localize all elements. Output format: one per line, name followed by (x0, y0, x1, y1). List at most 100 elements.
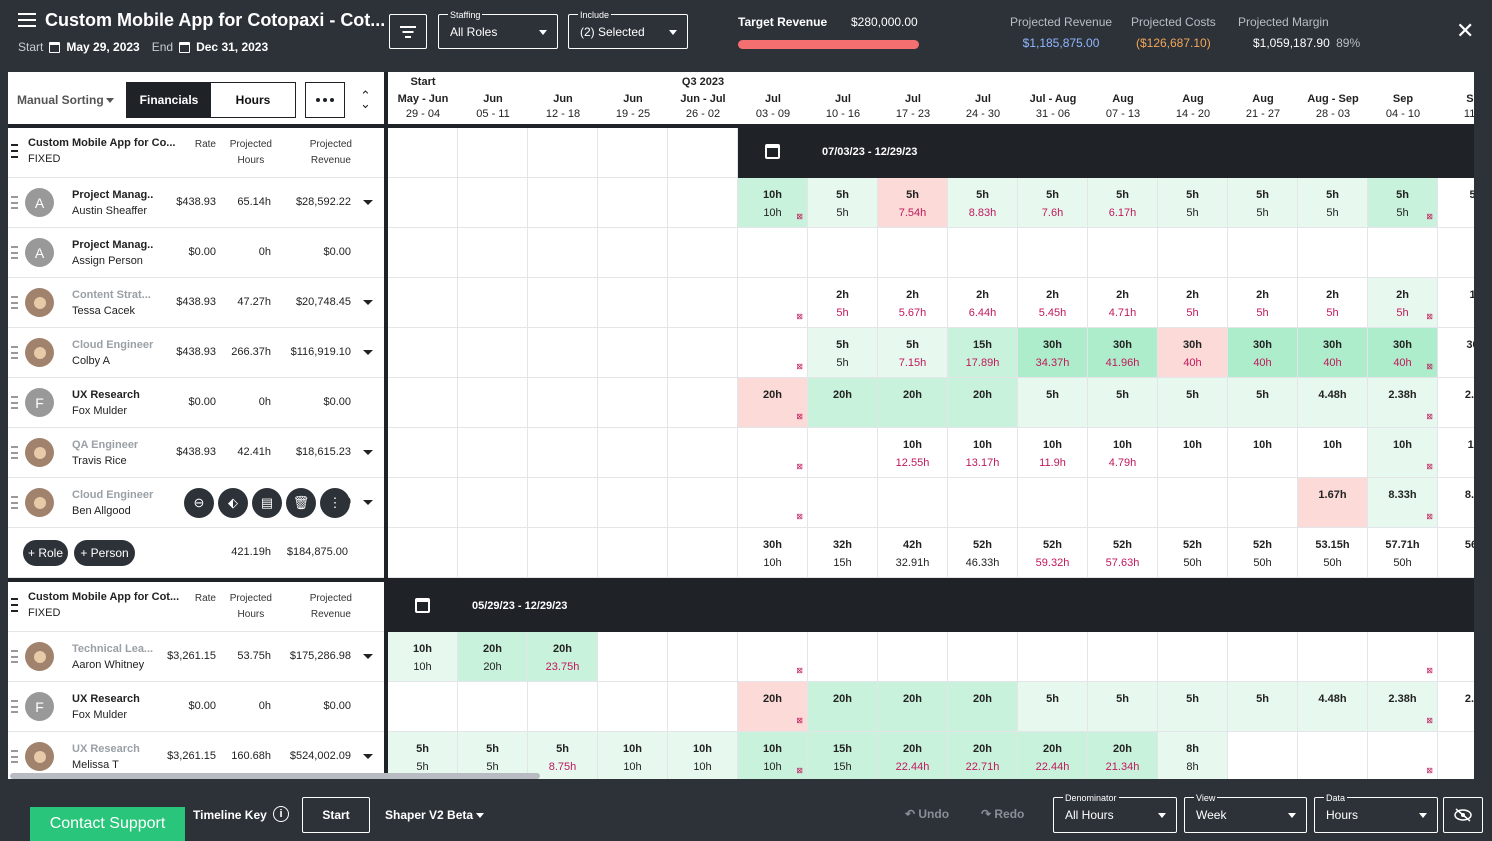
sort-dropdown[interactable]: Manual Sorting (17, 93, 104, 107)
grid-cell[interactable] (1298, 632, 1368, 682)
denominator-dropdown[interactable]: Denominator All Hours (1053, 793, 1177, 833)
grid-cell[interactable]: 8h 8h (1158, 732, 1228, 779)
undo-button[interactable]: ↶ Undo (905, 807, 950, 821)
grid-cell[interactable]: ⊠ (738, 428, 808, 478)
tab-hours[interactable]: Hours (235, 93, 271, 107)
grid-cell[interactable]: 20h 20h (458, 632, 528, 682)
add-role-button[interactable]: + Role (23, 540, 68, 566)
grid-cell[interactable] (598, 278, 668, 328)
grid-cell[interactable]: 30 (1438, 328, 1474, 378)
grid-cell[interactable] (528, 478, 598, 528)
week-column-header[interactable]: Jul 03 - 09 (738, 72, 808, 128)
grid-cell[interactable]: 5h 5h (808, 328, 878, 378)
grid-cell[interactable]: 1.67h (1298, 478, 1368, 528)
grid-cell[interactable]: ⊠ (1368, 732, 1438, 779)
grid-cell[interactable]: 30h 10h (738, 528, 808, 578)
drag-handle-icon[interactable] (11, 650, 18, 663)
collapse-icon[interactable]: ⌃ ⌄ (360, 88, 371, 111)
grid-cell[interactable]: 20h (808, 378, 878, 428)
grid-cell[interactable]: 5h 5h (458, 732, 528, 779)
week-column-header[interactable]: Jun 05 - 11 (458, 72, 528, 128)
grid-cell[interactable]: 57.71h 50h (1368, 528, 1438, 578)
grid-cell[interactable]: 10h (1228, 428, 1298, 478)
drag-handle-icon[interactable] (11, 246, 18, 259)
more-vertical-icon[interactable]: ⋮ (320, 488, 350, 518)
expand-chevron-icon[interactable] (363, 654, 373, 659)
grid-cell[interactable]: 15h 17.89h (948, 328, 1018, 378)
grid-cell[interactable]: 5h 5h (808, 178, 878, 228)
end-date[interactable]: Dec 31, 2023 (196, 40, 269, 54)
grid-cell[interactable]: 30h 40h (1298, 328, 1368, 378)
person-row[interactable]: Technical Lea... Aaron Whitney $3,261.15 53… (8, 632, 384, 682)
grid-cell[interactable] (388, 378, 458, 428)
grid-cell[interactable]: 5h (1018, 682, 1088, 732)
grid-cell[interactable]: 8.33h ⊠ (1368, 478, 1438, 528)
grid-cell[interactable] (598, 528, 668, 578)
calendar-icon[interactable] (415, 598, 430, 613)
grid-cell[interactable]: 2h 4.71h (1088, 278, 1158, 328)
person-name[interactable]: Ben Allgood (72, 505, 131, 517)
grid-cell[interactable] (668, 478, 738, 528)
info-icon[interactable]: i (273, 806, 289, 822)
week-column-header[interactable]: Aug 07 - 13 (1088, 72, 1158, 128)
person-name[interactable]: Travis Rice (72, 455, 127, 467)
grid-cell[interactable]: 52h 59.32h (1018, 528, 1088, 578)
grid-cell[interactable]: 2.3 (1438, 682, 1474, 732)
grid-cell[interactable] (528, 378, 598, 428)
week-column-header[interactable]: Jul 17 - 23 (878, 72, 948, 128)
grid-cell[interactable] (1228, 732, 1298, 779)
grid-cell[interactable]: 5h (1158, 682, 1228, 732)
person-row[interactable]: QA Engineer Travis Rice $438.93 42.41h $18,6… (8, 428, 384, 478)
grid-cell[interactable]: 5h 7.6h (1018, 178, 1088, 228)
person-name[interactable]: Austin Sheaffer (72, 205, 148, 217)
grid-cell[interactable]: 5h 8.83h (948, 178, 1018, 228)
grid-cell[interactable]: 52h 46.33h (948, 528, 1018, 578)
grid-cell[interactable] (598, 228, 668, 278)
shaper-version-dropdown[interactable]: Shaper V2 Beta (385, 808, 474, 822)
grid-cell[interactable]: 20h 22.44h (1018, 732, 1088, 779)
grid-cell[interactable]: ⊠ (1368, 632, 1438, 682)
grid-cell[interactable] (1368, 228, 1438, 278)
grid-cell[interactable]: 20h (948, 682, 1018, 732)
grid-cell[interactable] (1438, 732, 1474, 779)
more-options-button[interactable] (305, 82, 345, 118)
grid-cell[interactable] (668, 378, 738, 428)
grid-cell[interactable]: 20h 23.75h (528, 632, 598, 682)
week-column-header[interactable]: Q3 2023 Jun - Jul 26 - 02 (668, 72, 738, 128)
grid-cell[interactable]: 2.38h ⊠ (1368, 378, 1438, 428)
grid-cell[interactable] (948, 478, 1018, 528)
week-column-header[interactable]: Aug 14 - 20 (1158, 72, 1228, 128)
grid-cell[interactable] (1018, 632, 1088, 682)
grid-cell[interactable] (1088, 228, 1158, 278)
horizontal-scrollbar[interactable] (10, 773, 540, 779)
drag-handle-icon[interactable] (11, 144, 18, 158)
grid-cell[interactable] (598, 478, 668, 528)
grid-cell[interactable] (1018, 478, 1088, 528)
grid-cell[interactable] (528, 328, 598, 378)
grid-cell[interactable]: 4.48h (1298, 682, 1368, 732)
grid-cell[interactable] (388, 128, 458, 178)
grid-cell[interactable]: 52h 50h (1228, 528, 1298, 578)
grid-cell[interactable] (388, 328, 458, 378)
grid-cell[interactable]: 5h (1088, 378, 1158, 428)
grid-cell[interactable]: 20h 22.44h (878, 732, 948, 779)
grid-cell[interactable]: 5h 5h (1228, 178, 1298, 228)
grid-cell[interactable] (1228, 228, 1298, 278)
grid-cell[interactable]: 5h 5h (1298, 178, 1368, 228)
grid-cell[interactable] (388, 682, 458, 732)
grid-cell[interactable]: 5h (1018, 378, 1088, 428)
grid-cell[interactable]: 30h 40h ⊠ (1368, 328, 1438, 378)
grid-cell[interactable] (808, 228, 878, 278)
grid-cell[interactable]: 42h 32.91h (878, 528, 948, 578)
week-column-header[interactable]: Start May - Jun 29 - 04 (388, 72, 458, 128)
grid-cell[interactable]: 2h 5.67h (878, 278, 948, 328)
grid-cell[interactable] (878, 632, 948, 682)
grid-cell[interactable]: 5h 7.54h (878, 178, 948, 228)
filter-button[interactable] (389, 14, 427, 49)
grid-cell[interactable]: 5h 7.15h (878, 328, 948, 378)
grid-cell[interactable]: 30h 40h (1228, 328, 1298, 378)
grid-cell[interactable] (388, 478, 458, 528)
grid-cell[interactable] (598, 378, 668, 428)
grid-cell[interactable]: 5h 5h ⊠ (1368, 178, 1438, 228)
grid-cell[interactable] (1438, 228, 1474, 278)
